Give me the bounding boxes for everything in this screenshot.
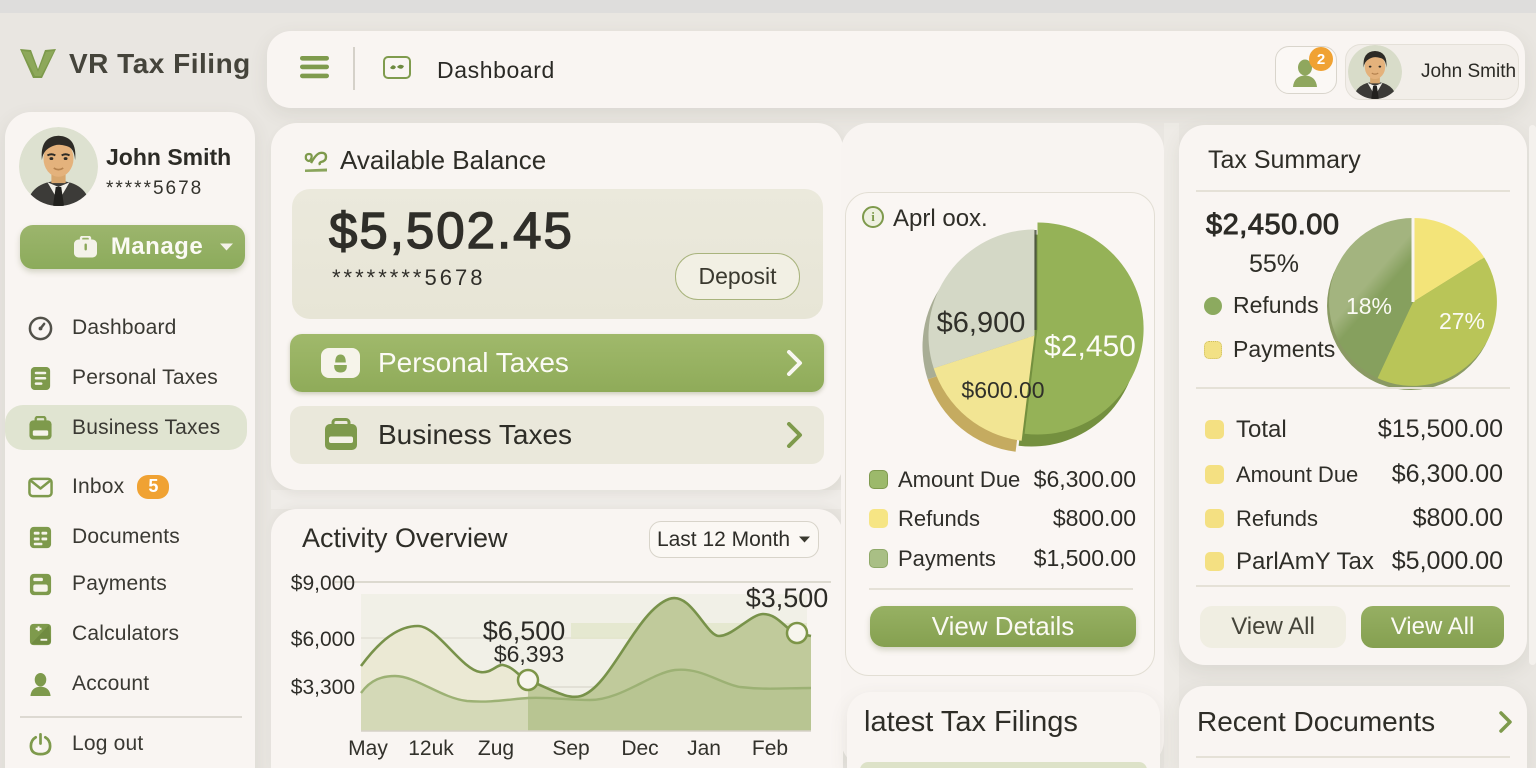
svg-text:$3,300: $3,300 — [291, 676, 355, 699]
svg-text:$2,450: $2,450 — [1044, 330, 1136, 363]
svg-text:$6,000: $6,000 — [291, 628, 355, 651]
svg-text:12uk: 12uk — [408, 737, 454, 760]
svg-text:Sep: Sep — [552, 737, 589, 760]
svg-text:Zug: Zug — [478, 737, 514, 760]
svg-text:$3,500: $3,500 — [746, 583, 829, 613]
svg-text:$6,900: $6,900 — [937, 307, 1026, 339]
svg-text:18%: 18% — [1346, 293, 1392, 319]
svg-text:$6,393: $6,393 — [494, 641, 564, 667]
svg-text:$600.00: $600.00 — [961, 377, 1044, 403]
svg-text:Jan: Jan — [687, 737, 721, 760]
svg-text:Feb: Feb — [752, 737, 788, 760]
svg-text:$6,500: $6,500 — [483, 616, 566, 646]
svg-text:27%: 27% — [1439, 308, 1485, 334]
svg-text:$9,000: $9,000 — [291, 572, 355, 595]
svg-text:May: May — [348, 737, 388, 760]
svg-text:Dec: Dec — [621, 737, 658, 760]
